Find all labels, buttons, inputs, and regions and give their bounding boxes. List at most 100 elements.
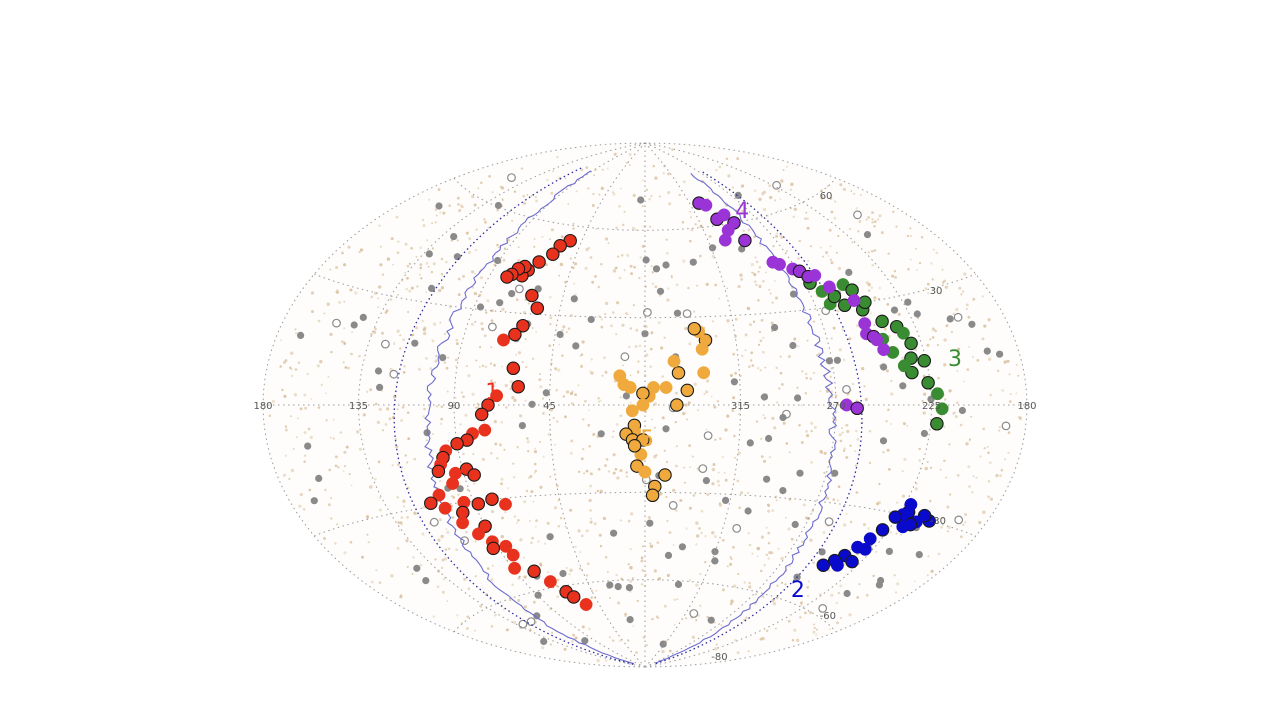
background-star	[832, 326, 836, 330]
background-star	[689, 466, 691, 468]
gray-source-point	[556, 330, 564, 339]
background-star	[281, 388, 284, 392]
background-star	[700, 509, 704, 513]
gray-source-point	[863, 231, 872, 239]
background-star	[631, 226, 635, 230]
background-star	[370, 295, 374, 299]
group-1-point	[446, 477, 460, 490]
group-2-point	[830, 558, 844, 572]
group-1-point	[497, 333, 510, 347]
background-star	[979, 455, 982, 458]
background-star	[503, 247, 507, 250]
background-star	[534, 469, 538, 473]
background-star	[619, 396, 622, 399]
background-star	[675, 391, 678, 395]
background-star	[529, 475, 533, 478]
background-star	[779, 355, 782, 358]
background-star	[581, 534, 584, 538]
background-star	[810, 421, 814, 425]
background-star	[338, 300, 342, 304]
background-star	[668, 202, 672, 206]
background-star	[777, 547, 780, 550]
background-star	[384, 423, 388, 426]
background-star	[539, 385, 543, 389]
ecliptic-line-right	[655, 169, 863, 665]
background-star	[807, 259, 810, 262]
background-star	[721, 588, 725, 592]
background-star	[612, 430, 615, 433]
background-star	[580, 364, 584, 368]
gray-source-point	[656, 287, 665, 295]
background-star	[512, 462, 515, 465]
background-star	[589, 509, 592, 512]
background-star	[695, 619, 698, 622]
background-star	[585, 574, 589, 577]
gray-source-point	[413, 564, 421, 572]
background-star	[779, 371, 783, 375]
background-star	[717, 484, 721, 487]
background-star	[767, 557, 770, 560]
background-star	[806, 516, 810, 521]
background-star	[800, 441, 804, 444]
background-star	[620, 187, 623, 190]
latitude-line	[314, 273, 976, 319]
background-star	[410, 247, 413, 250]
group-4-point	[877, 343, 891, 357]
background-star	[738, 203, 742, 207]
group-5-point	[636, 386, 650, 401]
longitude-tick-label: 90	[448, 401, 461, 412]
background-star	[284, 425, 288, 428]
background-star	[284, 428, 288, 432]
background-star	[748, 543, 752, 547]
background-star	[845, 423, 849, 427]
background-star	[444, 332, 446, 335]
gray-source-point	[626, 616, 634, 624]
background-star	[358, 447, 362, 451]
background-star	[934, 329, 937, 333]
gray-source-point	[913, 310, 921, 318]
background-star	[324, 392, 327, 395]
gray-source-point	[637, 196, 645, 204]
background-star	[774, 199, 777, 202]
background-star	[491, 510, 494, 513]
background-star	[822, 531, 826, 535]
background-star	[289, 366, 292, 369]
background-star	[596, 658, 600, 663]
background-star	[587, 423, 591, 427]
background-star	[753, 189, 757, 192]
background-star	[637, 370, 640, 373]
background-star	[455, 548, 458, 551]
background-star	[684, 403, 688, 407]
background-star	[369, 388, 373, 392]
background-star	[780, 556, 784, 561]
background-star	[797, 257, 800, 260]
background-star	[736, 157, 740, 161]
background-star	[778, 387, 781, 390]
background-star	[403, 365, 406, 368]
background-star	[298, 504, 302, 508]
background-star	[412, 556, 415, 559]
background-star	[375, 569, 378, 572]
gray-source-point	[789, 341, 797, 350]
background-star	[687, 401, 691, 405]
background-star	[492, 384, 496, 388]
longitude-line	[644, 142, 1028, 668]
background-star	[748, 365, 751, 368]
background-star	[843, 447, 846, 450]
background-star	[851, 241, 854, 244]
background-star	[983, 447, 986, 450]
background-star	[329, 517, 333, 520]
background-star	[531, 357, 535, 360]
background-star	[670, 276, 673, 279]
background-star	[490, 578, 494, 582]
background-star	[557, 524, 561, 528]
background-star	[370, 332, 373, 336]
background-star	[823, 451, 827, 455]
background-star	[304, 406, 308, 410]
background-star	[350, 289, 353, 292]
background-star	[967, 315, 971, 319]
background-star	[909, 227, 912, 230]
background-star	[480, 181, 483, 185]
gray-source-point	[570, 295, 578, 303]
background-star	[396, 496, 399, 499]
